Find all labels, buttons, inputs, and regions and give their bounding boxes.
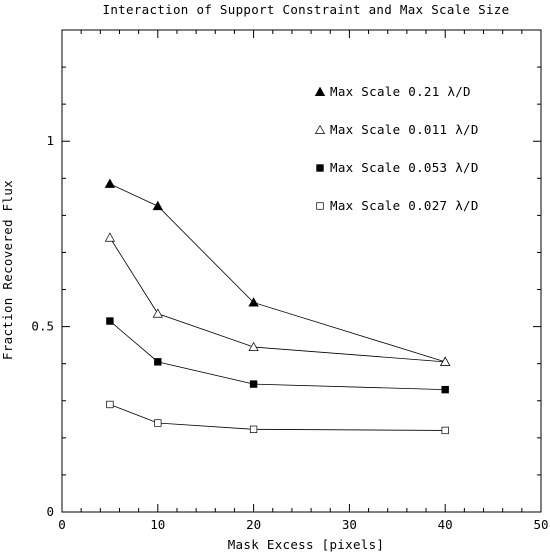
legend-entry: Max Scale 0.027 λ/D bbox=[316, 198, 479, 213]
y-tick-label: 0.5 bbox=[31, 319, 54, 334]
series-2 bbox=[104, 232, 451, 366]
axis-tick-labels: 0 10 20 30 40 50 0 0.5 1 bbox=[31, 133, 548, 532]
y-tick-label: 0 bbox=[46, 504, 54, 519]
legend-label: Max Scale 0.053 λ/D bbox=[330, 160, 479, 175]
x-tick-label: 0 bbox=[58, 517, 66, 532]
series-line bbox=[109, 183, 446, 363]
data-point bbox=[104, 178, 116, 188]
data-point bbox=[152, 308, 163, 318]
data-point bbox=[249, 425, 258, 433]
x-tick-label: 10 bbox=[150, 517, 165, 532]
data-point bbox=[441, 426, 449, 435]
series-line bbox=[109, 237, 446, 363]
data-point bbox=[152, 200, 163, 211]
legend-marker bbox=[314, 86, 326, 96]
legend-entry: Max Scale 0.053 λ/D bbox=[316, 160, 479, 175]
legend-entry: Max Scale 0.21 λ/D bbox=[314, 84, 471, 99]
legend-label: Max Scale 0.011 λ/D bbox=[330, 122, 479, 137]
y-axis-label: Fraction Recovered Flux bbox=[0, 180, 15, 360]
data-point bbox=[248, 341, 259, 351]
x-axis-label: Mask Excess [pixels] bbox=[228, 537, 385, 552]
chart-title: Interaction of Support Constraint and Ma… bbox=[103, 2, 510, 17]
axis-ticks bbox=[61, 29, 542, 513]
legend-label: Max Scale 0.21 λ/D bbox=[330, 84, 471, 99]
data-point bbox=[248, 297, 259, 307]
y-tick-label: 1 bbox=[46, 133, 54, 148]
data-point bbox=[104, 232, 115, 242]
plot-border bbox=[61, 29, 542, 513]
legend-marker bbox=[316, 164, 324, 172]
data-point bbox=[106, 317, 114, 325]
data-point bbox=[106, 400, 114, 409]
x-tick-label: 40 bbox=[438, 517, 453, 532]
legend-entry: Max Scale 0.011 λ/D bbox=[314, 122, 479, 137]
legend-label: Max Scale 0.027 λ/D bbox=[330, 198, 479, 213]
legend: Max Scale 0.21 λ/D Max Scale 0.011 λ/D Max… bbox=[314, 84, 479, 213]
data-point bbox=[154, 358, 162, 366]
series-4 bbox=[106, 400, 449, 435]
series-line bbox=[109, 404, 446, 431]
series-line bbox=[109, 320, 446, 391]
data-point bbox=[440, 356, 451, 366]
series-3 bbox=[106, 317, 449, 394]
data-point bbox=[249, 380, 258, 388]
legend-marker bbox=[316, 202, 324, 210]
data-point bbox=[154, 419, 162, 427]
plot-frame bbox=[61, 29, 542, 513]
x-tick-label: 30 bbox=[342, 517, 357, 532]
x-tick-label: 50 bbox=[533, 517, 548, 532]
series-layer bbox=[104, 178, 451, 435]
legend-marker bbox=[314, 124, 326, 134]
data-point bbox=[441, 385, 449, 394]
x-tick-label: 20 bbox=[246, 517, 261, 532]
